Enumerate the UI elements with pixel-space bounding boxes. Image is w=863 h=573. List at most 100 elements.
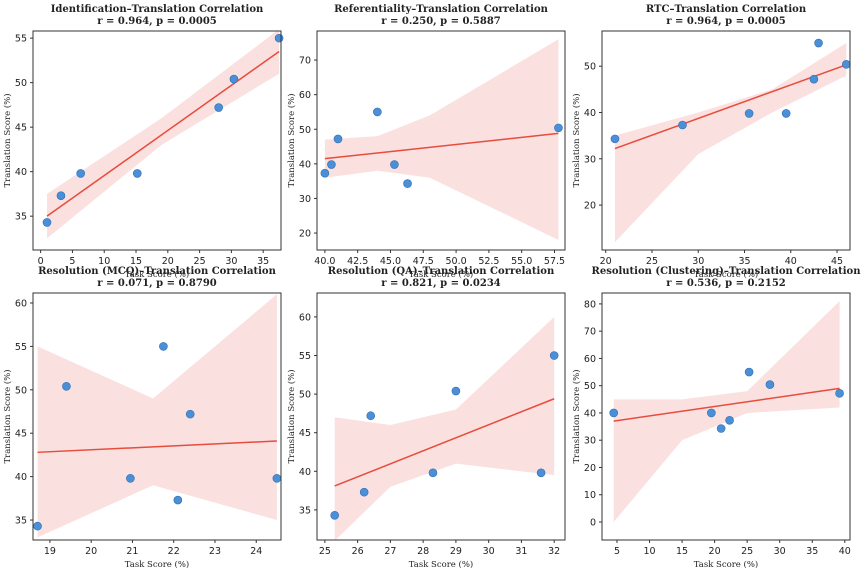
x-tick-label: 23	[209, 546, 221, 557]
point	[554, 123, 563, 133]
x-tick-label: 35	[806, 546, 818, 557]
y-tick-label: 55	[15, 34, 27, 45]
fit-line	[334, 398, 555, 487]
point	[549, 351, 559, 360]
x-axis-label: Task Score (%)	[694, 559, 759, 568]
x-tick-label: 20	[600, 256, 612, 267]
y-tick-label: 40	[299, 159, 311, 170]
point	[536, 468, 546, 478]
point	[707, 408, 716, 418]
point	[159, 342, 168, 351]
x-tick-label: 42.5	[347, 256, 368, 267]
y-tick-label: 55	[15, 342, 27, 353]
x-axis-label: Task Score (%)	[125, 559, 190, 568]
y-tick-label: 80	[584, 299, 596, 310]
x-axis-label: Task Score (%)	[125, 269, 190, 280]
point	[62, 382, 71, 391]
y-tick-label: 45	[15, 429, 27, 440]
chart-title: Referentiality–Translation Correlation	[334, 4, 549, 15]
y-tick-label: 50	[584, 62, 596, 73]
point	[229, 74, 239, 84]
x-tick-label: 30	[225, 256, 237, 267]
x-tick-label: 52.5	[478, 256, 499, 267]
x-tick-label: 30	[483, 546, 495, 557]
y-tick-label: 30	[299, 194, 311, 205]
y-tick-label: 50	[299, 390, 311, 401]
chart-subtitle: r = 0.821, p = 0.0234	[381, 278, 501, 289]
point	[841, 60, 851, 69]
confidence-band	[613, 301, 840, 523]
point	[366, 411, 376, 421]
x-tick-label: 19	[44, 546, 56, 557]
y-tick-label: 20	[584, 463, 596, 474]
point	[835, 389, 844, 398]
y-tick-label: 60	[15, 298, 27, 309]
confidence-band	[324, 39, 559, 240]
y-tick-label: 50	[15, 78, 27, 89]
x-tick-label: 20	[709, 546, 721, 557]
point	[42, 218, 52, 227]
point	[809, 74, 819, 84]
point	[132, 169, 142, 178]
fit-line	[37, 440, 277, 454]
y-tick-label: 35	[15, 212, 27, 223]
fit-line	[46, 50, 280, 217]
y-tick-label: 50	[584, 381, 596, 392]
chart-title: Resolution (Clustering)–Translation Corr…	[592, 266, 862, 277]
fit-line	[614, 64, 847, 150]
y-tick-label: 20	[299, 229, 311, 240]
chart-title: Identification–Translation Correlation	[51, 4, 264, 15]
fit-line	[613, 387, 840, 422]
y-tick-label: 50	[299, 125, 311, 136]
point	[56, 191, 66, 200]
x-tick-label: 55.0	[511, 256, 532, 267]
x-tick-label: 32	[548, 546, 560, 557]
x-tick-label: 28	[417, 546, 429, 557]
chart-subtitle: r = 0.964, p = 0.0005	[97, 16, 217, 27]
x-tick-label: 30	[774, 546, 786, 557]
x-tick-label: 22	[168, 546, 180, 557]
confidence-band	[614, 43, 847, 243]
x-tick-label: 45	[831, 256, 843, 267]
point	[330, 510, 339, 520]
x-tick-label: 24	[250, 546, 262, 557]
x-tick-label: 0	[38, 256, 44, 267]
point	[333, 134, 343, 144]
point	[214, 103, 223, 112]
x-tick-label: 20	[85, 546, 97, 557]
y-tick-label: 55	[299, 351, 311, 362]
plot-frame	[316, 292, 566, 541]
y-tick-label: 40	[299, 467, 311, 478]
point	[274, 33, 284, 43]
x-tick-label: 25	[194, 256, 206, 267]
plot-frame	[601, 292, 851, 541]
chart-title: Resolution (MCQ)–Translation Correlation	[38, 266, 276, 277]
y-axis-label: Translation Score (%)	[2, 93, 13, 187]
x-tick-label: 25	[741, 546, 753, 557]
point	[359, 487, 369, 497]
x-tick-label: 40	[785, 256, 797, 267]
x-tick-label: 57.5	[544, 256, 565, 267]
point	[272, 474, 282, 483]
point	[765, 380, 775, 389]
chart-subtitle: r = 0.250, p = 0.5887	[381, 16, 501, 27]
chart-subtitle: r = 0.964, p = 0.0005	[666, 16, 786, 27]
y-tick-label: 70	[584, 327, 596, 338]
y-tick-label: 35	[299, 505, 311, 516]
x-tick-label: 25	[319, 546, 331, 557]
point	[451, 386, 461, 396]
y-tick-label: 10	[584, 490, 596, 501]
y-axis-label: Translation Score (%)	[571, 93, 582, 187]
point	[320, 168, 330, 178]
plot-frame	[32, 292, 282, 541]
y-tick-label: 70	[299, 56, 311, 67]
x-axis-label: Task Score (%)	[694, 269, 759, 280]
x-tick-label: 47.5	[413, 256, 434, 267]
x-tick-label: 25	[646, 256, 658, 267]
point	[814, 38, 823, 48]
plot-frame	[316, 30, 566, 251]
x-axis-label: Task Score (%)	[409, 559, 474, 568]
chart-subtitle: r = 0.071, p = 0.8790	[97, 278, 217, 289]
point	[716, 424, 726, 433]
